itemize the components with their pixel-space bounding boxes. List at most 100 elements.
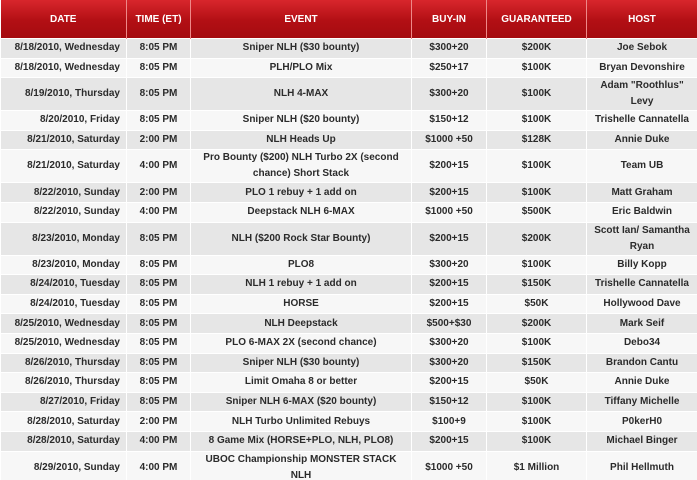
cell: P0kerH0	[586, 411, 697, 432]
cell: 8:05 PM	[126, 352, 191, 374]
cell: Trishelle Cannatella	[586, 274, 697, 295]
cell: Deepstack NLH 6-MAX	[190, 201, 412, 223]
cell: 8:05 PM	[126, 391, 191, 413]
cell: 8/23/2010, Monday	[0, 254, 127, 276]
cell: 8/29/2010, Sunday	[0, 450, 127, 480]
cell: $100K	[486, 110, 587, 131]
cell: 2:00 PM	[126, 182, 191, 203]
cell: Sniper NLH ($20 bounty)	[190, 110, 412, 131]
schedule-row: 8/26/2010, Thursday 8:05 PM Limit Omaha 8 …	[0, 372, 697, 393]
cell: $1 Million	[486, 450, 587, 480]
cell: $100K	[486, 57, 587, 79]
cell: PLO8	[190, 254, 412, 276]
cell: $200+15	[411, 221, 487, 256]
column-header: HOST	[586, 0, 697, 39]
cell: 8:05 PM	[126, 372, 191, 393]
cell: $50K	[486, 293, 587, 315]
cell: 8:05 PM	[126, 77, 191, 112]
cell: $200K	[486, 221, 587, 256]
cell: 8/19/2010, Thursday	[0, 77, 127, 112]
schedule-row: 8/21/2010, Saturday 4:00 PM Pro Bounty ($2…	[0, 149, 697, 184]
cell: 8:05 PM	[126, 254, 191, 276]
cell: NLH 4-MAX	[190, 77, 412, 112]
cell: 8/21/2010, Saturday	[0, 149, 127, 184]
cell: $200+15	[411, 430, 487, 452]
cell: Mark Seif	[586, 313, 697, 334]
schedule-row: 8/22/2010, Sunday 2:00 PM PLO 1 rebuy + 1 …	[0, 182, 697, 203]
schedule-row: 8/24/2010, Tuesday 8:05 PM HORSE $200+15 $50…	[0, 293, 697, 315]
cell: $300+20	[411, 254, 487, 276]
cell: PLH/PLO Mix	[190, 57, 412, 79]
cell: Billy Kopp	[586, 254, 697, 276]
column-header: GUARANTEED	[486, 0, 587, 39]
cell: 8/18/2010, Wednesday	[0, 57, 127, 79]
cell: NLH ($200 Rock Star Bounty)	[190, 221, 412, 256]
cell: Adam "Roothlus" Levy	[586, 77, 697, 112]
cell: Sniper NLH 6-MAX ($20 bounty)	[190, 391, 412, 413]
cell: 8/26/2010, Thursday	[0, 372, 127, 393]
cell: $1000 +50	[411, 129, 487, 151]
header-row: DATE TIME (ET) EVENT BUY-IN GUARANTEED HOST	[0, 0, 697, 39]
cell: $300+20	[411, 77, 487, 112]
table-body: 8/18/2010, Wednesday 8:05 PM Sniper NLH ($…	[0, 38, 697, 480]
schedule-row: 8/21/2010, Saturday 2:00 PM NLH Heads Up $1…	[0, 129, 697, 151]
cell: 4:00 PM	[126, 450, 191, 480]
cell: 8/28/2010, Saturday	[0, 430, 127, 452]
cell: 8:05 PM	[126, 221, 191, 256]
cell: $100+9	[411, 411, 487, 432]
cell: Debo34	[586, 332, 697, 354]
cell: Matt Graham	[586, 182, 697, 203]
cell: 2:00 PM	[126, 129, 191, 151]
cell: 8:05 PM	[126, 332, 191, 354]
cell: 8/20/2010, Friday	[0, 110, 127, 131]
cell: $250+17	[411, 57, 487, 79]
cell: $1000 +50	[411, 450, 487, 480]
cell: $150K	[486, 274, 587, 295]
cell: PLO 6-MAX 2X (second chance)	[190, 332, 412, 354]
cell: 2:00 PM	[126, 411, 191, 432]
cell: 8/24/2010, Tuesday	[0, 293, 127, 315]
cell: Hollywood Dave	[586, 293, 697, 315]
cell: 8/28/2010, Saturday	[0, 411, 127, 432]
cell: $100K	[486, 254, 587, 276]
cell: $100K	[486, 411, 587, 432]
column-header: BUY-IN	[411, 0, 487, 39]
cell: 8/24/2010, Tuesday	[0, 274, 127, 295]
cell: 8/22/2010, Sunday	[0, 182, 127, 203]
cell: NLH Deepstack	[190, 313, 412, 334]
cell: UBOC Championship MONSTER STACK NLH	[190, 450, 412, 480]
cell: $100K	[486, 149, 587, 184]
schedule-row: 8/27/2010, Friday 8:05 PM Sniper NLH 6-MAX…	[0, 391, 697, 413]
cell: Limit Omaha 8 or better	[190, 372, 412, 393]
cell: Team UB	[586, 149, 697, 184]
cell: $100K	[486, 182, 587, 203]
cell: $150+12	[411, 391, 487, 413]
cell: $100K	[486, 430, 587, 452]
cell: Bryan Devonshire	[586, 57, 697, 79]
cell: 8:05 PM	[126, 313, 191, 334]
cell: $200+15	[411, 274, 487, 295]
cell: Phil Hellmuth	[586, 450, 697, 480]
cell: $200K	[486, 313, 587, 334]
cell: Tiffany Michelle	[586, 391, 697, 413]
cell: 8/27/2010, Friday	[0, 391, 127, 413]
cell: $200+15	[411, 182, 487, 203]
cell: $100K	[486, 391, 587, 413]
cell: 4:00 PM	[126, 430, 191, 452]
cell: $200K	[486, 38, 587, 59]
cell: $50K	[486, 372, 587, 393]
cell: 8:05 PM	[126, 293, 191, 315]
schedule-row: 8/29/2010, Sunday 4:00 PM UBOC Championshi…	[0, 450, 697, 480]
cell: Annie Duke	[586, 372, 697, 393]
schedule-row: 8/18/2010, Wednesday 8:05 PM Sniper NLH ($…	[0, 38, 697, 59]
cell: 8/18/2010, Wednesday	[0, 38, 127, 59]
cell: Annie Duke	[586, 129, 697, 151]
column-header: DATE	[0, 0, 127, 39]
schedule-row: 8/23/2010, Monday 8:05 PM PLO8 $300+20 $100K…	[0, 254, 697, 276]
schedule-row: 8/20/2010, Friday 8:05 PM Sniper NLH ($20 …	[0, 110, 697, 131]
cell: $200+15	[411, 293, 487, 315]
cell: Scott Ian/ Samantha Ryan	[586, 221, 697, 256]
cell: 8/21/2010, Saturday	[0, 129, 127, 151]
